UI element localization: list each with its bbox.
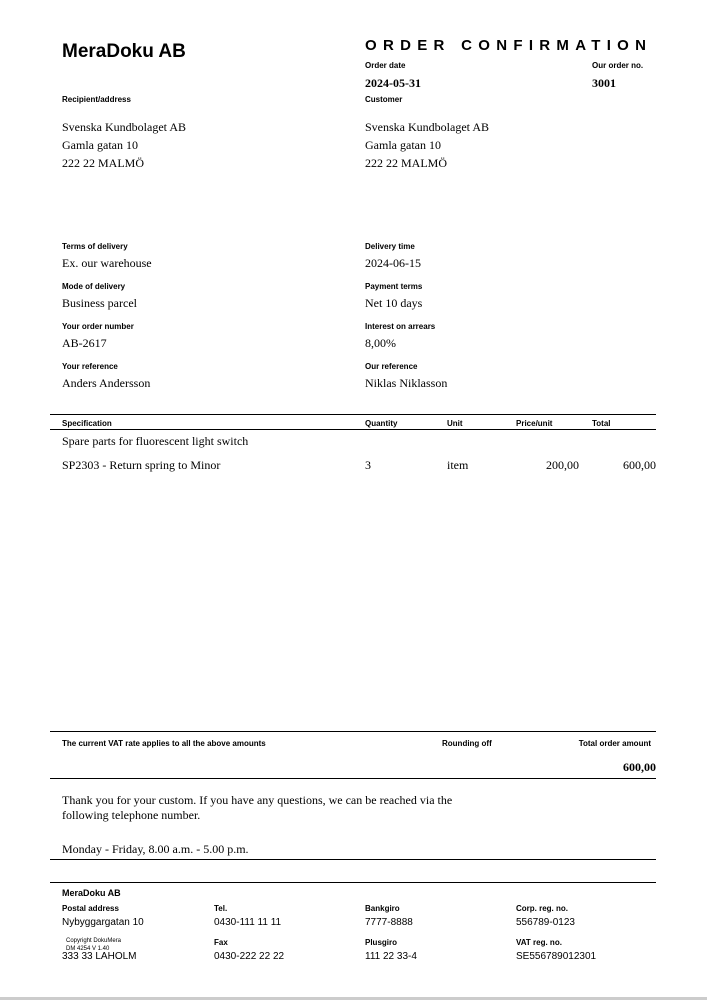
row-total: 600,00 [623,458,656,472]
footer-value: Nybyggargatan 10 [62,917,144,928]
footer-value: 556789-0123 [516,917,575,928]
field-value: Business parcel [62,296,137,310]
field-label: Payment terms [365,282,423,291]
field-label: Your reference [62,362,118,371]
recipient-label: Recipient/address [62,95,131,104]
footer-value: 333 33 LAHOLM [62,951,137,962]
recipient-line: Svenska Kundbolaget AB [62,120,186,134]
footer-label: Postal address [62,904,119,913]
footer-value: SE556789012301 [516,951,597,962]
footer-label: VAT reg. no. [516,938,562,947]
field-value: 8,00% [365,336,396,350]
divider [50,731,656,732]
footer-value: 111 22 33-4 [365,951,417,962]
divider [50,429,656,430]
field-value: AB-2617 [62,336,107,350]
field-label: Mode of delivery [62,282,126,291]
field-value: Ex. our warehouse [62,256,152,270]
rounding-label: Rounding off [442,739,492,748]
field-value: Niklas Niklasson [365,376,448,390]
footer-label: Bankgiro [365,904,400,913]
column-header-price: Price/unit [516,419,553,428]
footer-value: 7777-8888 [365,917,413,928]
version: DM 4254 V 1.40 [66,946,110,952]
customer-line: Gamla gatan 10 [365,138,441,152]
footer-label: Tel. [214,904,228,913]
field-label: Your order number [62,322,134,331]
row-qty: 3 [365,458,371,472]
recipient-line: Gamla gatan 10 [62,138,138,152]
footer-value: 0430-222 22 22 [214,951,285,962]
total-value: 600,00 [623,760,656,774]
footer-label: Plusgiro [365,938,398,947]
customer-line: 222 22 MALMÖ [365,156,448,170]
customer-line: Svenska Kundbolaget AB [365,120,489,134]
column-header-total: Total [592,419,611,428]
company-name: MeraDoku AB [62,41,186,62]
group-heading: Spare parts for fluorescent light switch [62,434,249,448]
customer-label: Customer [365,95,403,104]
footer-label: Corp. reg. no. [516,904,568,913]
field-label: Interest on arrears [365,322,436,331]
recipient-line: 222 22 MALMÖ [62,156,145,170]
order-date-value: 2024-05-31 [365,76,421,90]
row-spec: SP2303 - Return spring to Minor [62,458,221,472]
divider [50,859,656,860]
row-unit: item [447,458,469,472]
field-value: Net 10 days [365,296,423,310]
order-no-label: Our order no. [592,61,644,70]
message-line: Thank you for your custom. If you have a… [62,793,453,807]
message-line: following telephone number. [62,808,201,822]
column-header-specification: Specification [62,419,112,428]
total-label: Total order amount [578,739,651,748]
copyright: Copyright DokuMera [66,938,122,944]
divider [50,414,656,415]
field-value: 2024-06-15 [365,256,421,270]
field-label: Terms of delivery [62,242,128,251]
document-title: ORDER CONFIRMATION [365,37,653,54]
opening-hours: Monday - Friday, 8.00 a.m. - 5.00 p.m. [62,842,249,856]
vat-note: The current VAT rate applies to all the … [62,739,266,748]
column-header-unit: Unit [447,419,463,428]
footer-value: 0430-111 11 11 [214,917,282,928]
divider [50,882,656,883]
order-no-value: 3001 [592,76,616,90]
page-edge [0,997,707,1000]
footer-company: MeraDoku AB [62,888,121,898]
footer-label: Fax [214,938,228,947]
field-value: Anders Andersson [62,376,151,390]
column-header-quantity: Quantity [365,419,398,428]
divider [50,778,656,779]
row-price: 200,00 [546,458,579,472]
field-label: Our reference [365,362,418,371]
field-label: Delivery time [365,242,415,251]
order-date-label: Order date [365,61,406,70]
